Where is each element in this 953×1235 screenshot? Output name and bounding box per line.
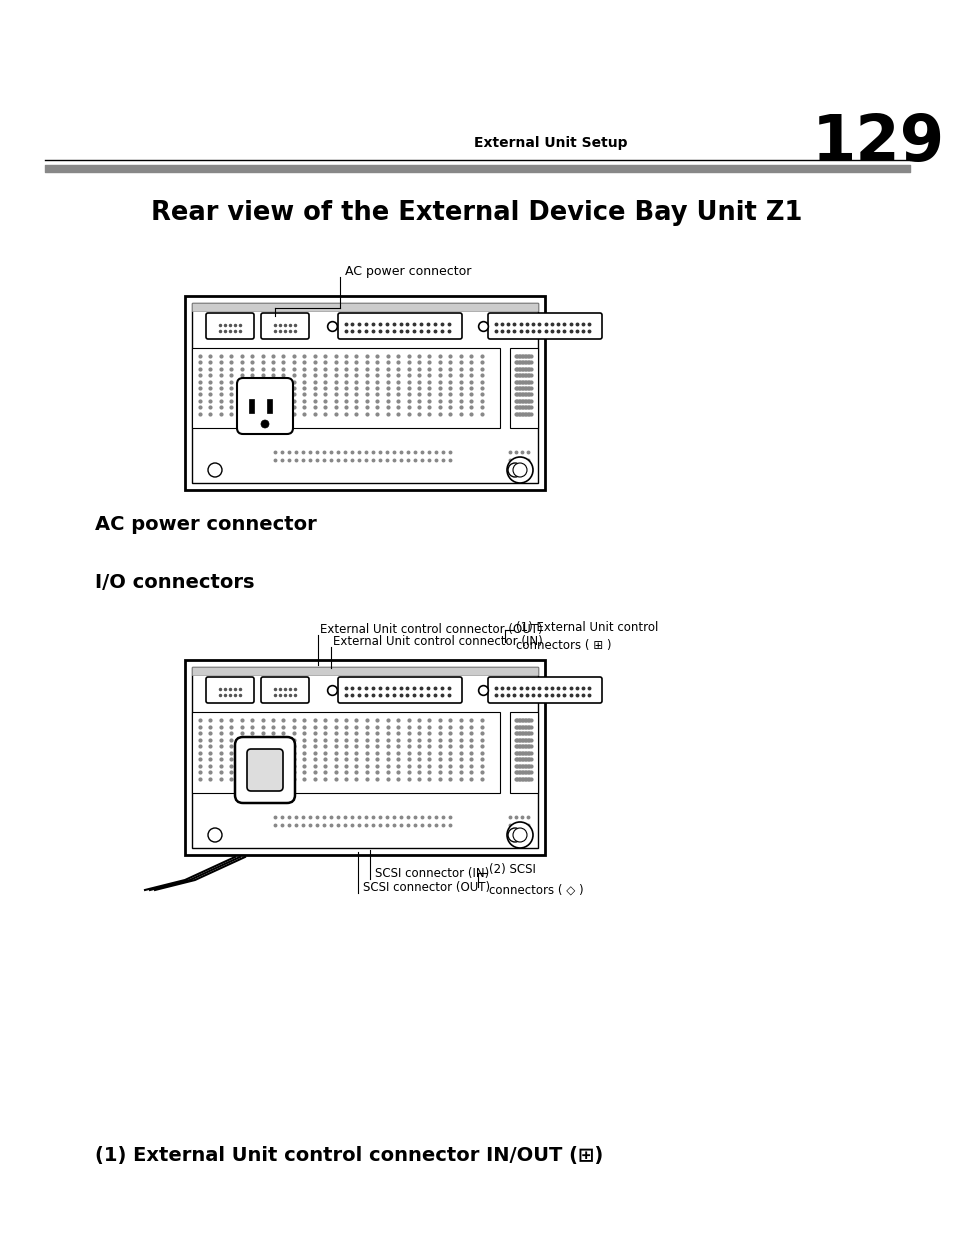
Circle shape: [506, 823, 533, 848]
FancyBboxPatch shape: [261, 677, 309, 703]
Circle shape: [208, 827, 222, 842]
Bar: [192, 713, 499, 793]
Circle shape: [506, 457, 533, 483]
Text: External Unit control connector (IN): External Unit control connector (IN): [333, 636, 542, 648]
Bar: [192, 348, 499, 429]
Text: connectors ( ◇ ): connectors ( ◇ ): [489, 883, 583, 897]
FancyBboxPatch shape: [488, 677, 601, 703]
Text: I/O connectors: I/O connectors: [95, 573, 254, 592]
Bar: [192, 303, 537, 311]
FancyBboxPatch shape: [206, 312, 253, 338]
Text: connectors ( ⊞ ): connectors ( ⊞ ): [516, 638, 611, 652]
Bar: [249, 399, 253, 412]
Circle shape: [507, 463, 521, 477]
FancyBboxPatch shape: [337, 312, 461, 338]
Text: AC power connector: AC power connector: [345, 264, 471, 278]
Text: External Unit control connector (OUT): External Unit control connector (OUT): [319, 624, 542, 636]
Circle shape: [261, 420, 269, 429]
Text: SCSI connector (IN): SCSI connector (IN): [375, 867, 489, 879]
Bar: [192, 667, 537, 848]
FancyBboxPatch shape: [236, 378, 293, 433]
Text: 129: 129: [810, 112, 943, 174]
Bar: [510, 348, 537, 429]
Text: AC power connector: AC power connector: [95, 515, 316, 535]
Bar: [510, 713, 537, 793]
Text: Rear view of the External Device Bay Unit Z1: Rear view of the External Device Bay Uni…: [152, 200, 801, 226]
Circle shape: [208, 463, 222, 477]
Text: (1) External Unit control connector IN/OUT (⊞): (1) External Unit control connector IN/O…: [95, 1146, 602, 1165]
FancyBboxPatch shape: [337, 677, 461, 703]
Circle shape: [507, 827, 521, 842]
Bar: [192, 303, 537, 483]
Bar: [192, 667, 537, 676]
Text: (1) External Unit control: (1) External Unit control: [516, 620, 658, 634]
Bar: [185, 659, 544, 855]
FancyBboxPatch shape: [247, 748, 283, 790]
Bar: [185, 296, 544, 490]
Text: (2) SCSI: (2) SCSI: [489, 863, 536, 877]
FancyBboxPatch shape: [206, 677, 253, 703]
Text: External Unit Setup: External Unit Setup: [474, 136, 627, 149]
FancyBboxPatch shape: [234, 737, 294, 803]
FancyBboxPatch shape: [488, 312, 601, 338]
Circle shape: [513, 463, 526, 477]
Text: SCSI connector (OUT): SCSI connector (OUT): [363, 881, 490, 893]
FancyBboxPatch shape: [261, 312, 309, 338]
Bar: [267, 399, 272, 412]
Circle shape: [513, 827, 526, 842]
